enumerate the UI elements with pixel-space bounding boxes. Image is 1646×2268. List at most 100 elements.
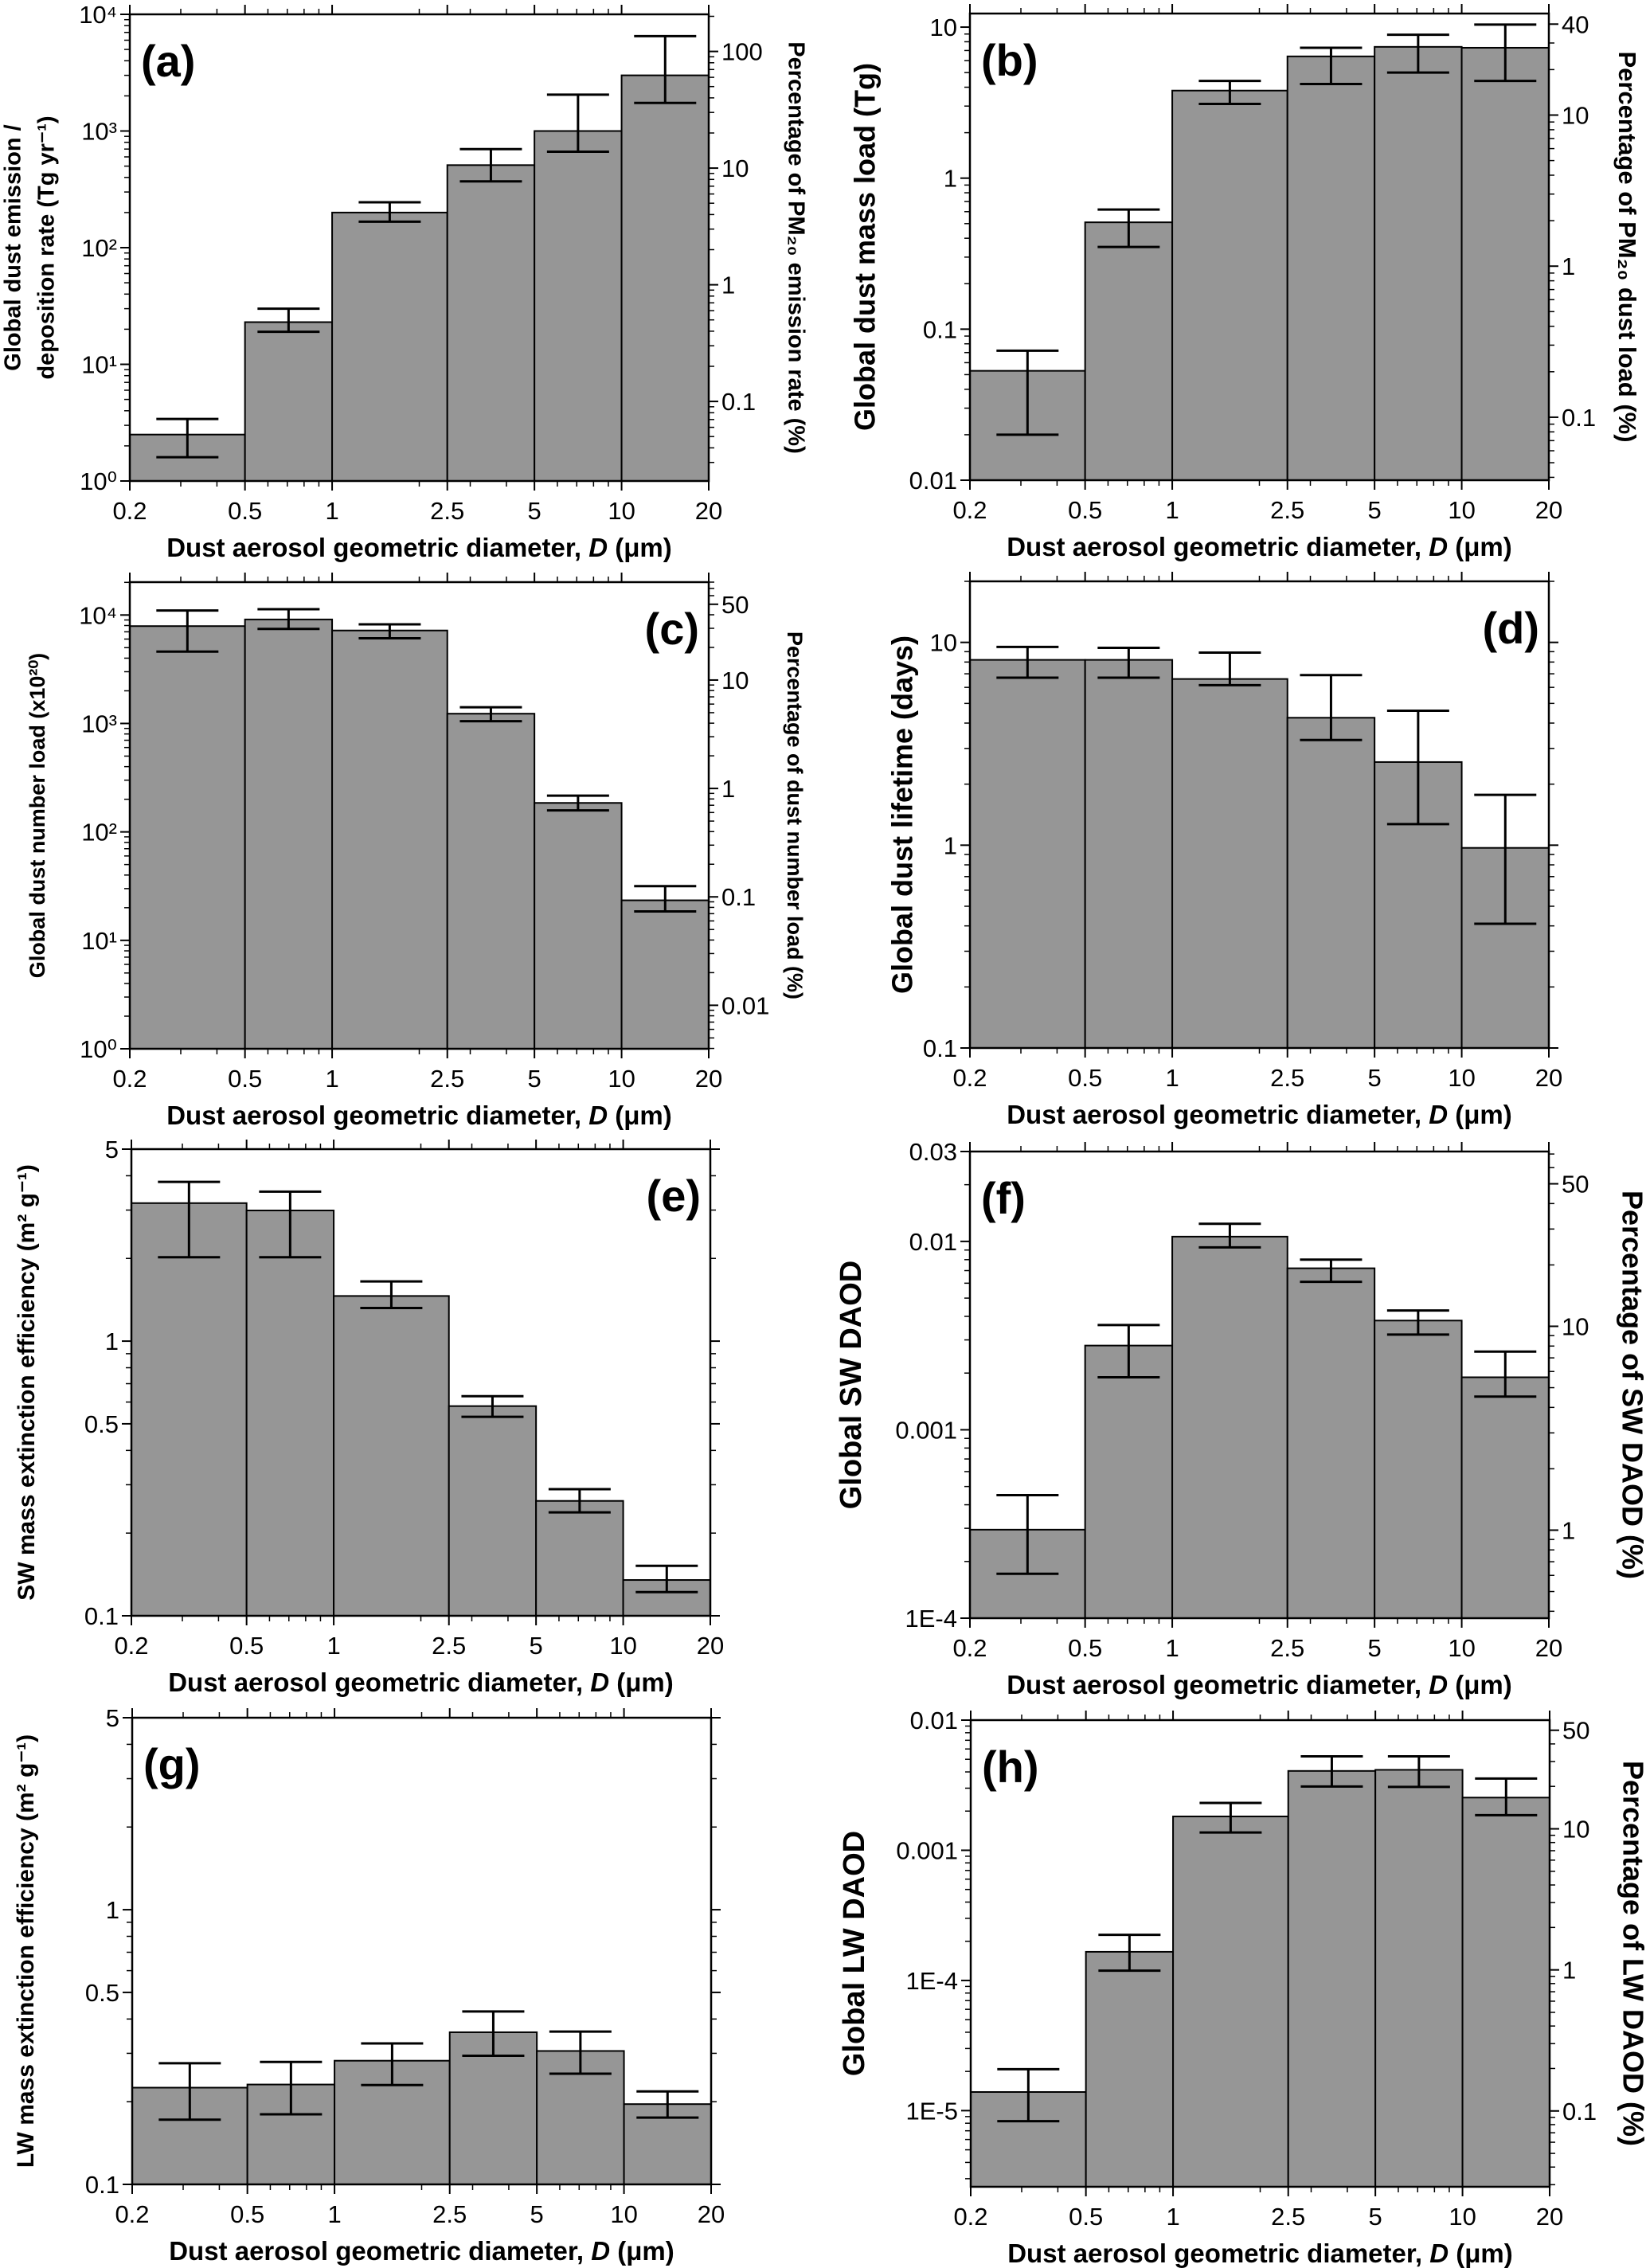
bar bbox=[1085, 1950, 1175, 2188]
y-tick-label: 10¹ bbox=[81, 927, 117, 955]
x-tick-label: 2.5 bbox=[432, 1632, 466, 1660]
error-bar bbox=[358, 201, 421, 223]
bar bbox=[1171, 89, 1288, 481]
x-tick-label: 1 bbox=[1165, 1634, 1179, 1662]
panel-label: (b) bbox=[981, 35, 1038, 85]
y2-tick-label: 50 bbox=[721, 591, 749, 619]
y2-tick-label: 1 bbox=[1562, 252, 1575, 280]
y-tick-label: 0.1 bbox=[84, 1602, 119, 1630]
x-tick-label: 10 bbox=[608, 497, 635, 525]
y2-tick-label: 100 bbox=[721, 38, 763, 66]
x-tick-label: 0.5 bbox=[1068, 1064, 1102, 1092]
error-bar bbox=[546, 93, 609, 153]
error-bar bbox=[636, 2090, 699, 2119]
x-axis-title-part: (μm) bbox=[609, 1668, 674, 1697]
x-tick-label: 20 bbox=[695, 1065, 722, 1093]
y2-tick-label: 0.1 bbox=[1562, 404, 1596, 432]
x-axis-title-part: Dust aerosol geometric diameter, bbox=[166, 533, 588, 562]
panel-b: 0.2 0.5 1 2.5 5 10 20 0.01 0.1 1 10 0.1 1 10 40 Percent… bbox=[849, 4, 1641, 561]
error-bar bbox=[1474, 793, 1537, 925]
y-axis-title: Global dust mass load (Tg) bbox=[849, 63, 882, 431]
y2-tick-label: 10 bbox=[1562, 1816, 1589, 1844]
error-bar bbox=[634, 885, 697, 913]
y-tick-label: 1 bbox=[944, 831, 957, 859]
y2-axis-title: Percentage of LW DAOD (%) bbox=[1617, 1761, 1646, 2146]
x-axis-title-part: Dust aerosol geometric diameter, bbox=[1007, 1100, 1429, 1129]
bar bbox=[1286, 717, 1376, 1049]
y-tick-label: 1E-4 bbox=[905, 1605, 957, 1633]
error-bar bbox=[996, 1493, 1059, 1575]
bar bbox=[244, 321, 334, 482]
x-tick-label: 0.5 bbox=[230, 2200, 264, 2228]
panel-label: (e) bbox=[647, 1171, 701, 1221]
panel-label: (c) bbox=[645, 604, 699, 654]
y-tick-label: 0.1 bbox=[923, 315, 957, 343]
error-bar bbox=[1199, 1801, 1262, 1834]
y-tick-label: 0.001 bbox=[896, 1836, 958, 1864]
y2-tick-label: 10 bbox=[1562, 1312, 1589, 1340]
bar bbox=[534, 130, 623, 482]
y-tick-label: 0.03 bbox=[909, 1138, 957, 1166]
x-tick-label: 0.2 bbox=[112, 1065, 147, 1093]
bar bbox=[245, 1210, 335, 1617]
y-axis-title: deposition rate (Tg yr⁻¹) bbox=[34, 115, 60, 379]
x-tick-label: 5 bbox=[1368, 1634, 1382, 1662]
error-bar bbox=[1198, 651, 1261, 686]
bar bbox=[1084, 221, 1174, 481]
error-bar bbox=[358, 623, 421, 640]
x-tick-label: 20 bbox=[1535, 496, 1562, 524]
y-tick-label: 10² bbox=[81, 234, 117, 262]
error-bar bbox=[459, 147, 522, 183]
y-tick-label: 0.01 bbox=[910, 1707, 958, 1734]
y-tick-label: 10⁴ bbox=[79, 601, 117, 629]
panel-d: 0.2 0.5 1 2.5 5 10 20 0.1 1 10 Global dust lifetim… bbox=[886, 572, 1562, 1129]
error-bar bbox=[548, 1488, 611, 1514]
error-bar bbox=[1300, 46, 1363, 86]
error-bar bbox=[635, 1564, 698, 1593]
y-axis-title: Global LW DAOD bbox=[838, 1831, 871, 2076]
error-bar bbox=[257, 608, 320, 631]
x-tick-label: 0.5 bbox=[229, 1632, 264, 1660]
x-tick-label: 1 bbox=[327, 2200, 341, 2228]
x-tick-label: 10 bbox=[1448, 496, 1475, 524]
bar bbox=[448, 1405, 538, 1617]
x-tick-label: 0.5 bbox=[1069, 2203, 1103, 2231]
y2-tick-label: 0.1 bbox=[1562, 2098, 1597, 2125]
error-bar bbox=[1097, 1324, 1160, 1378]
x-tick-label: 0.2 bbox=[114, 1632, 148, 1660]
x-axis-title-part: (μm) bbox=[608, 533, 672, 562]
bar bbox=[448, 2031, 538, 2185]
y-axis-title: Global dust number load (x10²⁰) bbox=[25, 653, 49, 978]
y2-axis-title: Percentage of PM₂₀ dust load (%) bbox=[1613, 51, 1641, 442]
bar bbox=[1287, 1769, 1377, 2188]
x-axis-title: Dust aerosol geometric diameter, D (μm) bbox=[169, 2236, 674, 2266]
error-bar bbox=[156, 609, 219, 653]
y-tick-label: 1E-5 bbox=[906, 2097, 958, 2125]
x-tick-label: 2.5 bbox=[430, 1065, 464, 1093]
x-axis-title-part: Dust aerosol geometric diameter, bbox=[1007, 532, 1429, 561]
panel-a: 0.2 0.5 1 2.5 5 10 20 10⁰ 10¹ 10² 10³ 10⁴ 0.1 1 10 100 P… bbox=[1, 1, 809, 562]
y-axis-title: Global dust lifetime (days) bbox=[886, 635, 919, 994]
x-tick-label: 0.5 bbox=[228, 497, 262, 525]
x-axis-title-part: Dust aerosol geometric diameter, bbox=[1007, 1670, 1429, 1699]
error-bar bbox=[361, 2042, 424, 2086]
bar bbox=[1084, 659, 1174, 1049]
bar bbox=[620, 899, 710, 1050]
x-axis-title-part: (μm) bbox=[1448, 532, 1512, 561]
error-bar bbox=[360, 1280, 423, 1309]
x-tick-label: 0.2 bbox=[952, 1064, 987, 1092]
y-axis-title: Global dust emission / bbox=[1, 124, 26, 370]
x-tick-label: 2.5 bbox=[1270, 1064, 1304, 1092]
y2-tick-label: 1 bbox=[1562, 1957, 1576, 1984]
panel-label: (g) bbox=[143, 1739, 201, 1789]
x-tick-label: 2.5 bbox=[1270, 1634, 1304, 1662]
x-tick-label: 20 bbox=[1535, 1064, 1562, 1092]
x-tick-label: 10 bbox=[1448, 1634, 1475, 1662]
y2-axis-title: Percentage of dust number load (%) bbox=[783, 632, 807, 999]
x-tick-label: 0.5 bbox=[1068, 496, 1102, 524]
bar bbox=[534, 802, 623, 1050]
y-tick-label: 10⁴ bbox=[79, 1, 117, 29]
bar bbox=[129, 625, 246, 1050]
x-tick-label: 5 bbox=[530, 2200, 544, 2228]
